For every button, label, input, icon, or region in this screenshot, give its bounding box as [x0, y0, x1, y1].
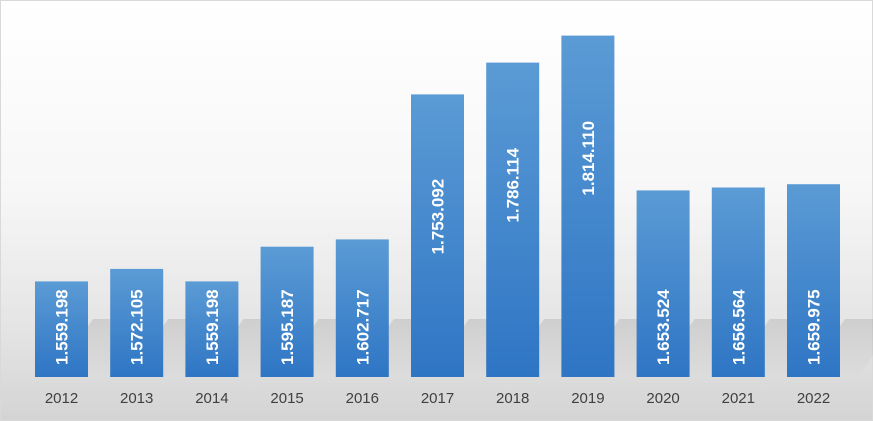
bar-2020	[636, 190, 690, 377]
bars	[35, 35, 840, 378]
bar-2016	[335, 239, 389, 377]
bar-2021	[711, 187, 765, 377]
bar-2015	[260, 246, 314, 377]
x-tick-label: 2021	[722, 390, 755, 407]
x-tick-label: 2022	[797, 390, 830, 407]
x-tick-label: 2020	[646, 390, 679, 407]
bar-2017	[411, 94, 464, 378]
bar-2012	[35, 281, 88, 377]
bar-2019	[561, 35, 615, 377]
data-label-2013: 1.572.105	[128, 289, 147, 365]
x-tick-label: 2014	[195, 390, 228, 407]
x-tick-label: 2018	[496, 390, 529, 407]
data-labels: 1.559.198 1.572.105 1.559.198 1.595.187 1.60…	[53, 121, 824, 365]
data-label-2020: 1.653.524	[654, 289, 673, 365]
data-label-2022: 1.659.975	[805, 289, 824, 365]
x-tick-label: 2013	[120, 390, 153, 407]
x-tick-label: 2015	[270, 390, 303, 407]
data-label-2015: 1.595.187	[278, 289, 297, 365]
data-label-2014: 1.559.198	[203, 289, 222, 365]
bar-2013	[110, 268, 164, 377]
x-axis: 2012 2013 2014 2015 2016 2017 2018 2019 2020 2021…	[45, 390, 830, 407]
bar-2022	[787, 184, 840, 377]
bar-2018	[486, 62, 540, 377]
data-label-2018: 1.786.114	[504, 147, 523, 222]
x-tick-label: 2016	[346, 390, 379, 407]
x-tick-label: 2019	[571, 390, 604, 407]
data-label-2021: 1.656.564	[729, 289, 748, 365]
data-label-2019: 1.814.110	[579, 121, 598, 196]
bar-2014	[185, 281, 239, 377]
x-tick-label: 2017	[421, 390, 454, 407]
x-tick-label: 2012	[45, 390, 78, 407]
data-label-2016: 1.602.717	[353, 289, 372, 365]
data-label-2017: 1.753.092	[429, 179, 448, 255]
data-label-2012: 1.559.198	[53, 289, 72, 365]
